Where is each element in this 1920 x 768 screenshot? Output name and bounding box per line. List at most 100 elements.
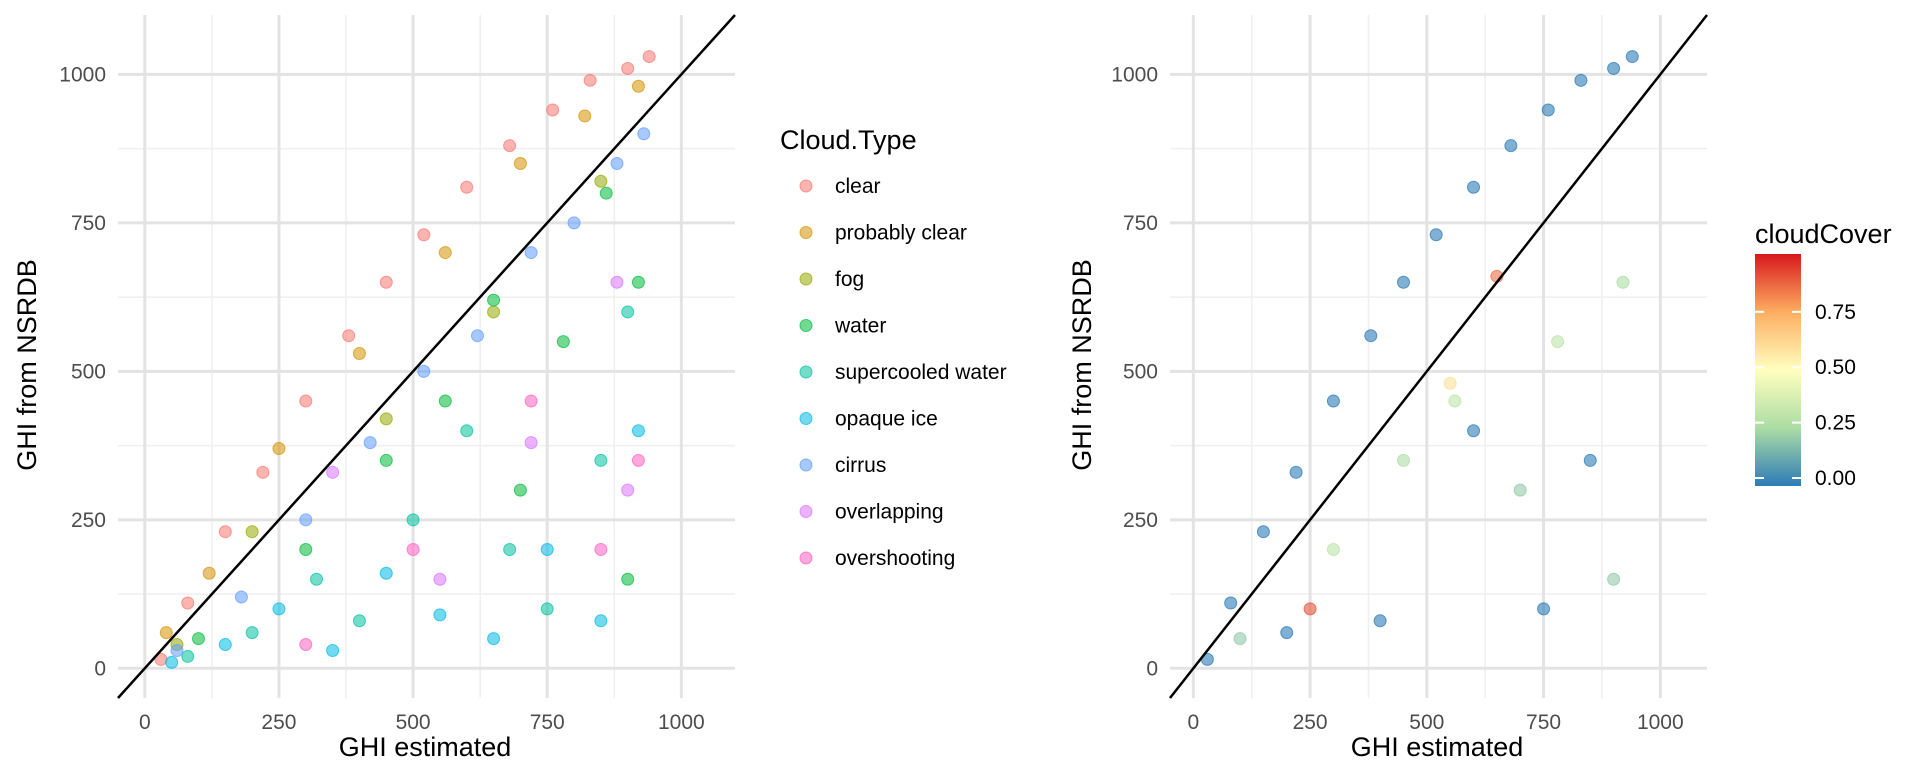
x-tick-label: 500 [396, 711, 431, 734]
x-tick-label: 0 [139, 711, 151, 734]
y-tick-label: 500 [71, 360, 106, 383]
scatter-point [342, 329, 356, 343]
x-tick-label: 0 [1188, 711, 1200, 734]
scatter-point [299, 543, 313, 557]
x-tick-label: 250 [1293, 711, 1328, 734]
legend-item: overlapping [799, 501, 944, 524]
scatter-point [272, 442, 286, 456]
legend-swatch [799, 412, 813, 425]
colorbar-tick-label: 0.25 [1815, 412, 1856, 435]
y-tick-label: 1000 [1111, 63, 1158, 86]
x-tick-labels: 0 250 500 750 1000 [1188, 711, 1684, 734]
scatter-point [417, 228, 431, 242]
legend-swatch [799, 272, 813, 286]
x-tick-label: 1000 [1637, 711, 1684, 734]
scatter-point [487, 305, 501, 319]
scatter-point [181, 649, 195, 663]
scatter-point [1364, 329, 1378, 343]
scatter-point [1289, 465, 1303, 479]
y-tick-label: 750 [71, 212, 106, 235]
scatter-point [1607, 572, 1621, 586]
legend-title: Cloud.Type [780, 125, 917, 155]
scatter-point [594, 614, 608, 628]
scatter-point [1326, 543, 1340, 557]
legend-label: fog [835, 268, 864, 291]
scatter-point [406, 543, 420, 557]
legend-item: clear [799, 175, 881, 198]
legend-item: opaque ice [799, 408, 938, 431]
scatter-point [621, 572, 635, 586]
scatter-point [540, 543, 554, 557]
scatter-point [433, 572, 447, 586]
scatter-point [379, 412, 393, 426]
scatter-point [406, 513, 420, 527]
scatter-point [631, 453, 645, 467]
scatter-point [621, 305, 635, 319]
scatter-point [1396, 275, 1410, 289]
scatter-point [631, 275, 645, 289]
scatter-point [234, 590, 248, 604]
scatter-point [1607, 61, 1621, 75]
scatter-point [363, 436, 377, 450]
scatter-point [272, 602, 286, 616]
scatter-point [1541, 103, 1555, 117]
y-tick-label: 250 [1123, 509, 1158, 532]
scatter-point [181, 596, 195, 610]
scatter-point [433, 608, 447, 622]
scatter-point [159, 626, 173, 640]
colorbar-ticks: 0.00 0.25 0.50 0.75 [1755, 301, 1856, 490]
scatter-point [1443, 376, 1457, 390]
scatter-point [202, 566, 216, 580]
scatter-point [503, 543, 517, 557]
legend-item: supercooled water [799, 361, 1007, 384]
scatter-point [1504, 139, 1518, 153]
scatter-point [513, 483, 527, 497]
legend-label: clear [835, 175, 881, 198]
scatter-point [352, 614, 366, 628]
scatter-point [326, 643, 340, 657]
y-tick-label: 250 [71, 509, 106, 532]
x-tick-label: 250 [261, 711, 296, 734]
scatter-point [1513, 483, 1527, 497]
x-axis-label: GHI estimated [339, 732, 512, 762]
colorbar-tick-label: 0.75 [1815, 301, 1856, 324]
scatter-point [594, 453, 608, 467]
scatter-point [310, 572, 324, 586]
grid-lines [1170, 15, 1707, 698]
legend-swatch [799, 179, 813, 193]
scatter-points [154, 50, 656, 669]
scatter-point [1467, 424, 1481, 438]
scatter-point [637, 127, 651, 141]
colorbar [1755, 254, 1801, 486]
scatter-point [1616, 275, 1630, 289]
scatter-point [1256, 525, 1270, 539]
legend-item: probably clear [799, 222, 967, 245]
y-axis-label: GHI from NSRDB [1067, 259, 1097, 471]
scatter-point [524, 436, 538, 450]
scatter-point [1448, 394, 1462, 408]
legend-item: cirrus [799, 454, 886, 477]
scatter-point [621, 61, 635, 75]
cloud-cover-scatter-panel: 0 250 500 750 1000 0 250 500 750 1000 GHI estima… [1067, 14, 1892, 762]
scatter-point [379, 566, 393, 580]
legend-swatch [799, 551, 813, 565]
legend-item: overshooting [799, 547, 955, 570]
x-tick-label: 1000 [658, 711, 705, 734]
x-tick-label: 500 [1409, 711, 1444, 734]
scatter-point [567, 216, 581, 230]
scatter-point [379, 275, 393, 289]
legend-label: overshooting [835, 547, 955, 570]
legend-label: probably clear [835, 222, 967, 245]
scatter-point [191, 632, 205, 646]
y-axis-label: GHI from NSRDB [12, 259, 42, 471]
y-tick-label: 0 [94, 657, 106, 680]
scatter-point [524, 246, 538, 260]
scatter-point [256, 465, 270, 479]
scatter-point [1280, 626, 1294, 640]
legend-label: cirrus [835, 454, 886, 477]
scatter-point [470, 329, 484, 343]
scatter-point [540, 602, 554, 616]
scatter-point [438, 394, 452, 408]
scatter-point [546, 103, 560, 117]
legend-label: water [834, 315, 886, 338]
